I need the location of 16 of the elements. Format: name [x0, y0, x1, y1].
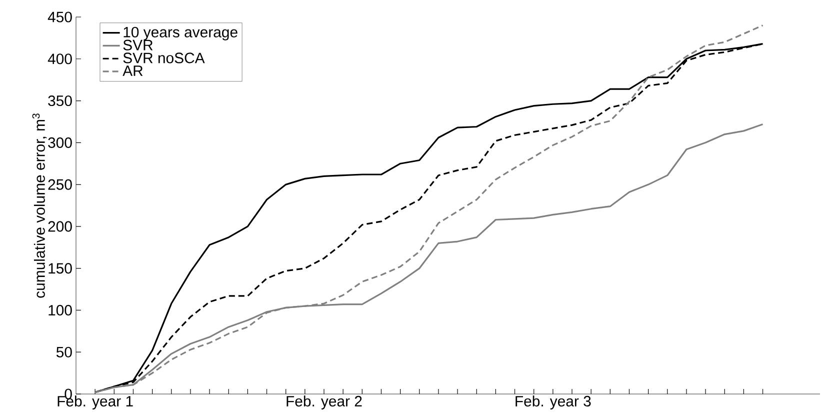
x-tick-label: Feb. year 2 — [286, 396, 362, 410]
y-axis-title: cumulative volume error, m$^{3}$ — [32, 114, 47, 298]
x-tick-label: Feb. year 3 — [516, 396, 591, 410]
y-tick-label: 450 — [48, 12, 72, 22]
legend-label: 10 years average — [124, 26, 238, 40]
y-tick-label: 200 — [48, 221, 72, 232]
legend-label: SVR noSCA — [123, 52, 205, 64]
y-tick-label: 250 — [48, 179, 72, 190]
y-tick-label: 100 — [48, 304, 72, 316]
y-tick-label: 300 — [48, 137, 72, 148]
y-tick-label: 150 — [48, 263, 72, 274]
legend-label: SVR — [123, 40, 153, 50]
y-tick-label: 400 — [48, 54, 72, 64]
y-tick-label: 350 — [48, 95, 72, 106]
legend-label: AR — [122, 66, 143, 76]
y-tick-label: 50 — [56, 346, 72, 358]
